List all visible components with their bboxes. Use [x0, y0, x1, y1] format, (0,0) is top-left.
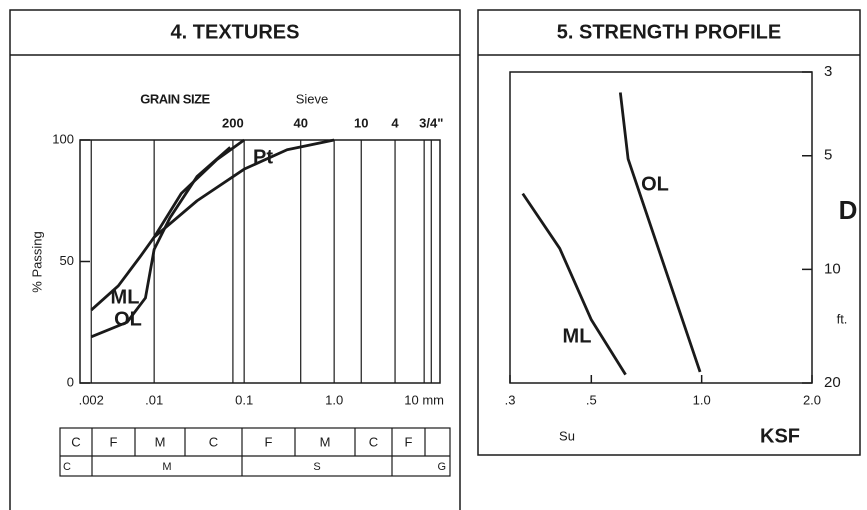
y-tick-label: 0	[67, 374, 74, 389]
data-line	[618, 92, 702, 373]
table-cell: C	[209, 434, 218, 449]
series-label: ML	[111, 286, 140, 308]
strength-panel	[477, 9, 861, 456]
table-cell: C	[71, 434, 80, 449]
panel-title: 4. TEXTURES	[171, 21, 300, 43]
x-tick-label: .01	[145, 392, 163, 407]
x-tick-label: .002	[79, 392, 104, 407]
plot-frame	[79, 139, 441, 384]
y-axis-label: % Passing	[29, 231, 44, 292]
top-tick-label: 4	[391, 115, 399, 130]
textures-panel	[9, 9, 461, 510]
panel-title: 5. STRENGTH PROFILE	[557, 21, 781, 43]
series-label: ML	[563, 325, 592, 347]
x-tick-label: 0.1	[235, 392, 253, 407]
y-tick-label: 20	[824, 374, 841, 391]
x-axis-label: Su	[559, 428, 575, 443]
table-cell: M	[320, 434, 331, 449]
x-tick-label: .5	[586, 392, 597, 407]
y-tick-label: 50	[60, 253, 74, 268]
plot-frame	[509, 71, 813, 384]
table-cell: C	[369, 434, 378, 449]
table-cell: F	[110, 434, 118, 449]
top-tick-label: 10	[354, 115, 368, 130]
x-tick-label: 10 mm	[404, 392, 444, 407]
y-tick-label: 5	[824, 147, 832, 164]
table-cell: M	[155, 434, 166, 449]
top-tick-label: 40	[293, 115, 307, 130]
series-label: OL	[641, 173, 669, 195]
x-tick-label: .3	[505, 392, 516, 407]
y-tick-label: 10	[824, 260, 841, 277]
table-cell: F	[265, 434, 273, 449]
series-label: Pt	[253, 146, 273, 168]
table-cell: F	[405, 434, 413, 449]
table-cell: M	[162, 461, 171, 473]
data-line	[153, 138, 335, 239]
y-axis-unit: ft.	[837, 311, 848, 326]
top-axis-label: Sieve	[296, 91, 329, 106]
y-tick-label: 100	[52, 131, 74, 146]
top-tick-label: 3/4"	[419, 115, 443, 130]
top-tick-label: 200	[222, 115, 244, 130]
table-cell: C	[63, 461, 71, 473]
y-axis-label: D	[839, 195, 858, 225]
table-frame	[59, 427, 451, 477]
table-cell: S	[313, 461, 320, 473]
x-tick-label: 1.0	[325, 392, 343, 407]
x-axis-unit: KSF	[760, 425, 800, 447]
data-line	[521, 192, 627, 376]
series-label: OL	[114, 308, 142, 330]
data-line	[90, 146, 232, 339]
table-cell: G	[437, 461, 446, 473]
x-tick-label: 1.0	[693, 392, 711, 407]
chart-subtitle: GRAIN SIZE	[140, 91, 210, 106]
y-tick-label: 3	[824, 63, 832, 80]
x-tick-label: 2.0	[803, 392, 821, 407]
